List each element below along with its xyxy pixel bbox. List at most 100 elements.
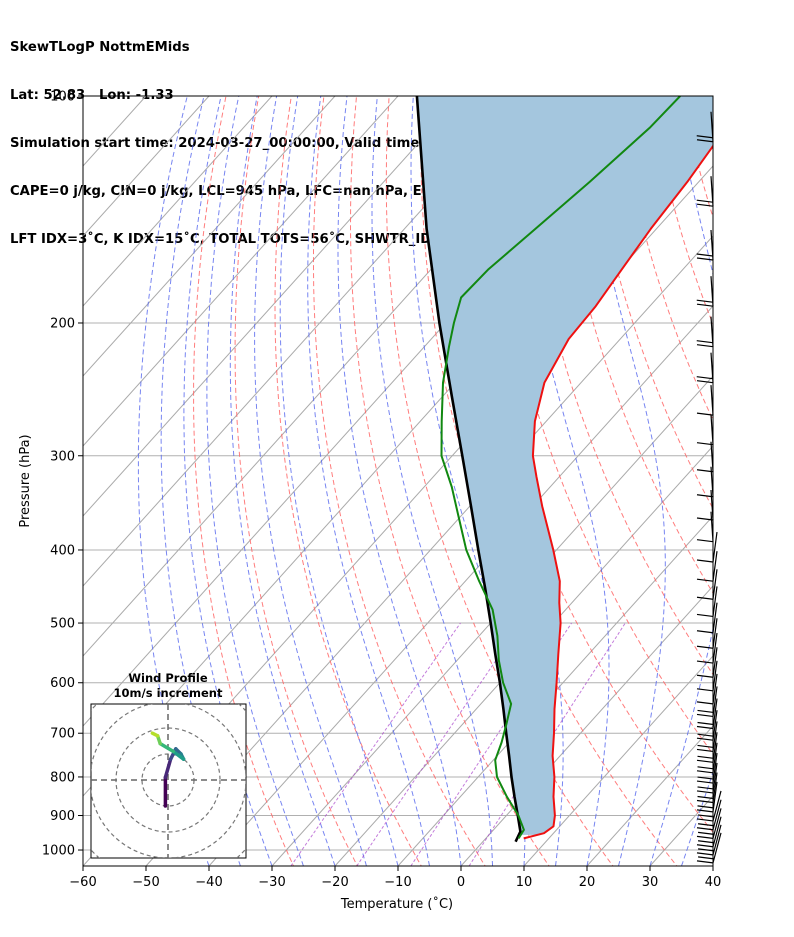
parcel-path — [415, 96, 522, 843]
cape-region — [416, 96, 713, 835]
hodograph-segment — [150, 731, 160, 738]
wind-barb — [712, 710, 718, 741]
wind-barb — [712, 799, 722, 830]
wind-barb-flag — [696, 790, 714, 794]
isotherm — [776, 96, 794, 866]
temperature-line — [523, 144, 713, 840]
wind-barb-flag — [697, 795, 714, 800]
wind-barb-flag — [696, 596, 714, 600]
wind-barb-flag — [696, 852, 714, 856]
wind-barb-flag — [697, 823, 715, 827]
isotherm — [460, 585, 713, 866]
wind-barb-flag — [696, 139, 714, 143]
wind-barb-flag — [697, 709, 714, 714]
wind-barb-flag — [696, 759, 714, 763]
wind-barb-flag — [696, 539, 714, 543]
y-tick-label: 100 — [50, 90, 75, 105]
x-tick-label: 0 — [457, 875, 465, 890]
wind-barb-flag — [697, 856, 715, 860]
wind-barb — [712, 762, 718, 794]
wind-barb-flag — [697, 721, 714, 726]
hodograph-segment — [158, 741, 175, 754]
dry-adiabat — [349, 96, 550, 866]
wind-barb-flag — [697, 848, 715, 852]
wind-barb-flag — [697, 744, 714, 749]
x-tick-label: 30 — [642, 875, 659, 890]
y-tick-label: 600 — [50, 676, 75, 691]
wind-barb — [712, 781, 718, 812]
wind-barb-flag — [696, 469, 714, 473]
x-tick-label: −30 — [258, 875, 285, 890]
wind-barb-flag — [696, 613, 714, 618]
axis-ticks: −60 −50 −40 −30 −20 −10 0 10 20 30 40 100 200 300 400 5… — [42, 90, 721, 891]
wind-barb-flag — [696, 253, 713, 257]
isotherm — [712, 865, 713, 866]
y-tick-label: 300 — [50, 449, 75, 464]
wind-barb-flag — [696, 835, 714, 839]
isotherm — [83, 96, 210, 237]
wind-barb-flag — [696, 660, 714, 664]
isotherm — [523, 655, 713, 866]
y-tick-label: 900 — [50, 809, 75, 824]
x-tick-label: −10 — [384, 875, 411, 890]
wind-barb-flag — [696, 688, 714, 692]
wind-barb-flag — [696, 299, 713, 303]
isotherm — [83, 96, 273, 307]
wind-barb-flag — [696, 380, 714, 384]
moist-adiabat — [206, 96, 304, 866]
wind-barb-flag — [697, 786, 714, 790]
x-tick-label: −40 — [195, 875, 222, 890]
wind-barb-flag — [696, 630, 714, 634]
dry-adiabat — [551, 96, 713, 594]
y-tick-label: 1000 — [42, 844, 75, 859]
wind-barb — [712, 586, 718, 617]
wind-barb — [712, 698, 718, 729]
moist-adiabat — [183, 96, 273, 866]
wind-barb-flag — [697, 840, 715, 844]
dry-adiabat — [616, 96, 713, 421]
wind-profile-inset — [90, 703, 247, 859]
wind-barb-flag — [696, 701, 714, 705]
wind-barb-flag — [696, 559, 714, 563]
wind-barb-flag — [696, 748, 714, 753]
wind-barb-flag — [696, 344, 714, 348]
wind-barbs — [696, 111, 722, 864]
wind-barb — [712, 808, 722, 839]
wind-barb — [712, 824, 722, 856]
mixing-ratio-line — [356, 622, 523, 866]
wind-barb-flag — [696, 725, 714, 730]
wind-barb-flag — [696, 645, 714, 649]
isotherm — [83, 96, 525, 587]
isotherm — [83, 96, 462, 517]
dry-adiabat — [234, 96, 358, 866]
dry-adiabat — [274, 96, 422, 866]
isotherm — [586, 725, 713, 866]
chart-title: SkewTLogP NottmEMids — [10, 40, 190, 55]
moist-adiabat — [229, 96, 336, 866]
wind-barb — [712, 531, 718, 563]
wind-barb-flag — [696, 799, 714, 804]
x-tick-label: 20 — [579, 875, 596, 890]
x-tick-label: 10 — [516, 875, 533, 890]
isotherm — [83, 96, 399, 447]
isotherm — [83, 96, 336, 377]
dry-adiabat — [715, 96, 794, 869]
y-tick-label: 400 — [50, 543, 75, 558]
y-tick-label: 200 — [50, 316, 75, 331]
profile-lines — [415, 96, 713, 843]
x-tick-label: −60 — [69, 875, 96, 890]
moist-adiabat — [681, 770, 713, 866]
wind-barb-flag — [697, 831, 715, 835]
wind-barb-flag — [697, 814, 715, 818]
y-tick-label: 800 — [50, 770, 75, 785]
y-tick-label: 500 — [50, 617, 75, 632]
wind-barb-flag — [696, 780, 714, 784]
moist-adiabat — [307, 96, 430, 866]
moist-adiabat — [279, 96, 399, 866]
wind-barb — [712, 602, 718, 633]
y-tick-label: 700 — [50, 727, 75, 742]
wind-barb-flag — [696, 809, 714, 813]
dry-adiabat — [313, 96, 486, 866]
dry-adiabat — [780, 96, 794, 869]
